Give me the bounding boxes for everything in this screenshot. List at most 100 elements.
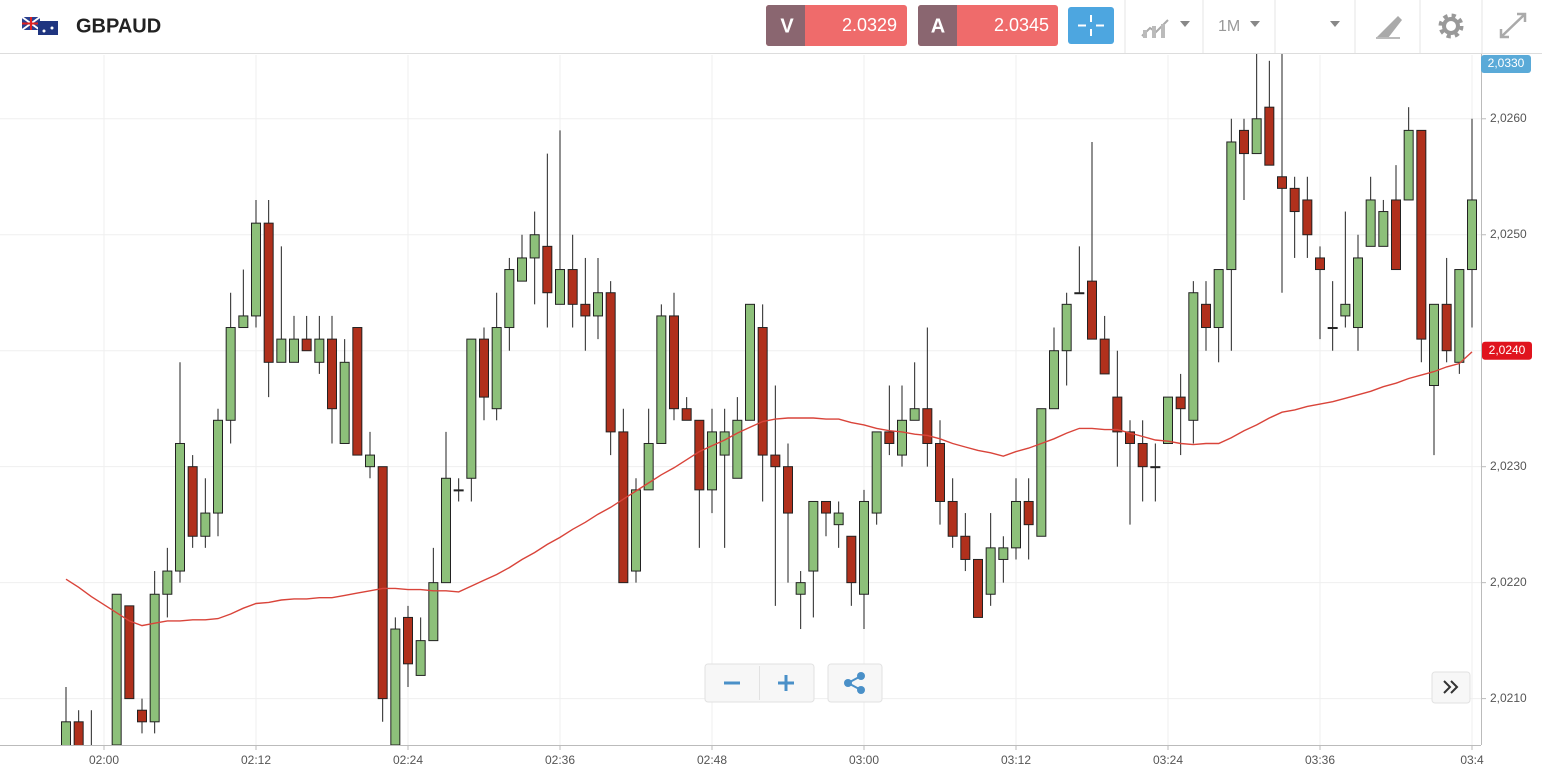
x-tick-label: 03:36 (1305, 753, 1335, 767)
candle-body (605, 292, 616, 433)
candle-body (137, 709, 147, 723)
candle-body (352, 327, 363, 456)
candle-body (225, 327, 236, 421)
candle-body (593, 292, 603, 317)
plot (61, 37, 1477, 745)
candle-body (871, 431, 882, 514)
candle-body (1264, 106, 1275, 166)
sell-price: 2.0329 (842, 15, 897, 35)
candle-body (1441, 303, 1452, 352)
candle-body (681, 408, 692, 421)
fullscreen-button[interactable] (1499, 12, 1527, 39)
candle-body (529, 234, 540, 259)
candle-body (238, 315, 249, 329)
candle-body (124, 605, 135, 700)
candle-body (453, 489, 464, 492)
candle-body (1201, 303, 1211, 329)
candle-body (1112, 396, 1123, 433)
candle-body (1429, 303, 1439, 387)
candle-body (1163, 396, 1173, 444)
candle-body (162, 570, 173, 595)
candle-body (213, 419, 223, 514)
candle-body (1125, 431, 1135, 444)
buy-label: A (931, 15, 945, 37)
candle-body (491, 327, 502, 410)
candle-body (1150, 466, 1161, 469)
candle-body (415, 640, 426, 676)
y-tick-label: 2,0260 (1490, 111, 1527, 125)
zoom-controls (704, 663, 1471, 704)
timeframe: 1M (1218, 18, 1240, 35)
candle-body (669, 315, 679, 410)
candle-body (289, 338, 299, 363)
top-price-label: 2,0330 (1488, 56, 1525, 70)
candle-body (301, 338, 312, 352)
share-button[interactable] (827, 663, 883, 703)
last-price-tag (1482, 341, 1532, 360)
crosshair-button[interactable] (1068, 7, 1114, 44)
candle-body (1416, 129, 1427, 340)
candle-body (517, 257, 527, 282)
candle-body (1315, 257, 1325, 271)
candle-body (441, 477, 451, 584)
candle-body (985, 547, 996, 595)
settings-button[interactable] (1438, 13, 1464, 39)
candle-body (821, 500, 831, 514)
indicator-dropdown[interactable] (1330, 21, 1340, 27)
candle-body (1226, 141, 1237, 271)
x-tick-label: 02:12 (241, 753, 271, 767)
candle-body (466, 338, 477, 479)
candle-body (1213, 269, 1224, 329)
candle-body (339, 361, 350, 444)
candle-body (365, 454, 375, 468)
sell-button[interactable]: V 2.0329 (766, 5, 907, 46)
scroll-right-button[interactable] (1431, 671, 1471, 704)
x-tick-label: 02:36 (545, 753, 575, 767)
drawing-button[interactable] (1376, 16, 1402, 39)
candle-body (808, 500, 819, 572)
timeframe-button[interactable]: 1M (1218, 18, 1260, 35)
candle-body (1074, 292, 1085, 295)
candle-body (187, 466, 198, 537)
candle-body (935, 442, 945, 502)
candle-body (897, 419, 907, 456)
candle-body (884, 431, 895, 444)
x-tick-label: 03:00 (849, 753, 879, 767)
candle-body (479, 338, 489, 398)
candle-body (555, 269, 565, 305)
axes: 2,0210 2,0220 2,0230 2,0240 2,0250 2,0260 02:0… (89, 55, 1532, 767)
candle-body (403, 616, 413, 665)
candle-body (1403, 129, 1414, 201)
candle-body (1391, 199, 1401, 271)
candle-body (1137, 442, 1148, 468)
candle-body (580, 303, 591, 317)
candle-body (1087, 280, 1097, 340)
x-tick-label: 03:4 (1460, 753, 1484, 767)
top-price-tag (1481, 55, 1531, 73)
candle-body (1023, 500, 1034, 526)
candle-body (833, 512, 844, 526)
candle-body (61, 721, 71, 745)
zoom-in-button[interactable] (778, 675, 794, 691)
candle-body (1340, 303, 1351, 317)
candle-body (783, 466, 793, 514)
candle-body (73, 721, 84, 745)
x-tick-label: 03:12 (1001, 753, 1031, 767)
chart-type-button[interactable] (1141, 19, 1190, 38)
candle-body (390, 628, 401, 745)
candle-body (1251, 118, 1262, 155)
candle-body (719, 431, 730, 456)
candle-body (859, 500, 869, 595)
candle-body (1327, 327, 1338, 330)
candle-body (960, 535, 971, 560)
candle-body (973, 558, 983, 618)
candle-body (251, 222, 261, 317)
candle-body (1036, 408, 1047, 537)
candle-body (732, 419, 743, 479)
candle-body (1289, 187, 1300, 213)
candle-body (428, 582, 439, 642)
last-price-label: 2,0240 (1489, 343, 1526, 357)
buy-button[interactable]: A 2.0345 (918, 5, 1058, 46)
